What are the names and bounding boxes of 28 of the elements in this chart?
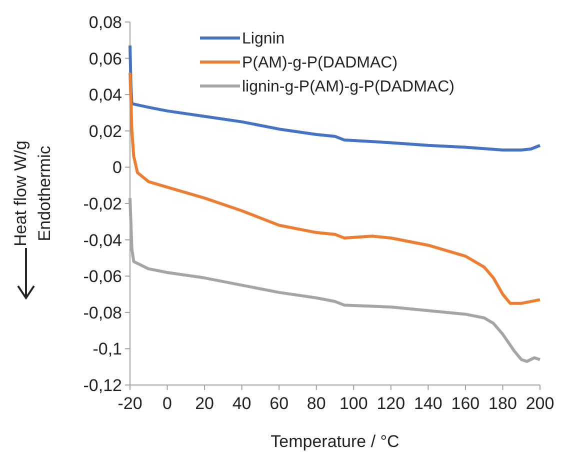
x-tick-label: 100 bbox=[339, 394, 368, 413]
x-tick-label: 180 bbox=[488, 394, 517, 413]
legend-label: P(AM)-g-P(DADMAC) bbox=[242, 54, 398, 72]
x-tick-label: 20 bbox=[195, 394, 214, 413]
legend-label: Lignin bbox=[242, 30, 285, 48]
y-tick-label: 0 bbox=[112, 158, 122, 178]
x-tick-label: 140 bbox=[414, 394, 442, 413]
y-tick-label: -0,08 bbox=[83, 303, 122, 322]
legend-label: lignin-g-P(AM)-g-P(DADMAC) bbox=[242, 78, 454, 96]
y-axis-title: Heat flow W/g Endothermic bbox=[11, 140, 54, 246]
y-tick-label: 0,04 bbox=[88, 86, 122, 105]
y-tick-label: -0,12 bbox=[83, 376, 122, 395]
x-tick-label: -20 bbox=[118, 394, 142, 413]
x-tick-label: 0 bbox=[162, 394, 172, 413]
x-tick-label: 160 bbox=[451, 394, 480, 413]
x-axis-title: Temperature / °C bbox=[270, 432, 400, 451]
y-tick-label: 0,06 bbox=[88, 49, 122, 68]
x-tick-label: 120 bbox=[376, 394, 406, 413]
y-tick-label: -0,06 bbox=[83, 267, 122, 286]
x-tick-label: 40 bbox=[232, 394, 252, 413]
y-tick-label: 0,08 bbox=[88, 12, 122, 32]
y-tick-label: -0,1 bbox=[92, 340, 122, 359]
y-tick-label: -0,04 bbox=[83, 230, 122, 250]
x-tick-label: 200 bbox=[526, 394, 554, 413]
x-tick-label: 60 bbox=[270, 394, 289, 413]
y-tick-label: 0,02 bbox=[88, 122, 122, 141]
y-tick-label: -0,02 bbox=[83, 194, 122, 214]
x-tick-label: 80 bbox=[306, 394, 326, 413]
